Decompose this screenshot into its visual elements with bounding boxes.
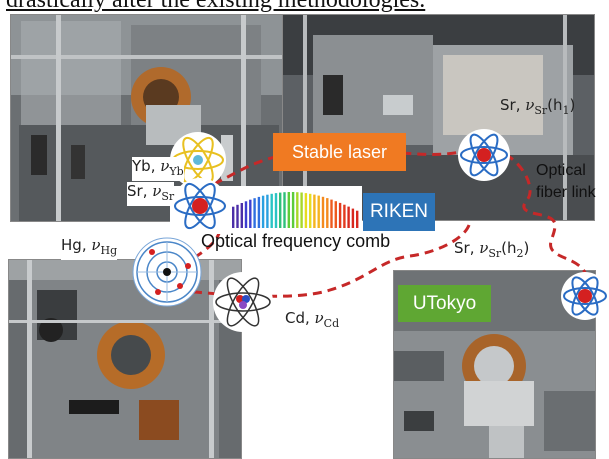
comb-tooth — [266, 194, 269, 228]
fiber-label-line1: Optical — [536, 162, 586, 179]
comb-tooth — [283, 192, 286, 228]
riken-box: RIKEN — [363, 193, 435, 231]
utokyo-box: UTokyo — [398, 285, 491, 322]
hg-atom-icon — [132, 237, 202, 307]
comb-tooth — [338, 202, 342, 228]
comb-tooth — [257, 196, 261, 228]
label-yb: Yb, νYb — [132, 157, 184, 181]
comb-tooth — [347, 206, 350, 228]
comb-tooth — [261, 195, 265, 228]
comb-tooth — [236, 204, 239, 228]
comb-tooth — [270, 193, 273, 228]
comb-tooth — [351, 208, 355, 228]
comb-tooth — [291, 192, 295, 228]
label-sr: Sr, νSr — [127, 182, 175, 206]
sr-atom-icon-left — [172, 178, 228, 234]
comb-tooth — [287, 192, 290, 228]
cd-atom-icon — [213, 272, 273, 332]
comb-tooth — [296, 192, 299, 228]
comb-tooth — [356, 210, 359, 228]
comb-tooth — [274, 193, 278, 228]
comb-tooth — [321, 196, 325, 228]
comb-tooth — [317, 195, 320, 228]
comb-tooth — [249, 199, 252, 228]
stable-laser-box: Stable laser — [273, 133, 406, 171]
comb-tooth — [279, 192, 282, 228]
comb-tooth — [240, 203, 243, 228]
comb-tooth — [313, 194, 316, 228]
top-caption-text: drastically alter the existing methodolo… — [6, 0, 426, 13]
fiber-label-line2: fiber link — [536, 184, 596, 201]
comb-bars — [232, 192, 359, 228]
comb-tooth — [326, 198, 329, 228]
optical-fiber-link-label: Optical fiber link — [536, 160, 596, 204]
comb-tooth — [330, 199, 333, 228]
label-cd: Cd, νCd — [285, 309, 340, 333]
comb-tooth — [232, 206, 235, 228]
comb-tooth — [253, 198, 256, 228]
label-hg: Hg, νHg — [61, 236, 118, 260]
comb-tooth — [334, 201, 337, 228]
comb-tooth — [244, 201, 248, 228]
label-sr-h1: Sr, νSr(h1) — [500, 96, 576, 117]
comb-tooth — [304, 193, 308, 228]
label-sr-h2: Sr, νSr(h2) — [454, 239, 530, 260]
yb-atom-icon — [170, 132, 226, 188]
lab-photo-bottom-left — [8, 259, 242, 459]
sr-atom-icon-h1 — [458, 129, 510, 181]
comb-tooth — [343, 204, 346, 228]
optical-frequency-comb-label: Optical frequency comb — [201, 231, 391, 251]
comb-tooth — [309, 193, 312, 228]
sr-atom-icon-h2 — [561, 272, 609, 320]
comb-tooth — [300, 192, 303, 228]
